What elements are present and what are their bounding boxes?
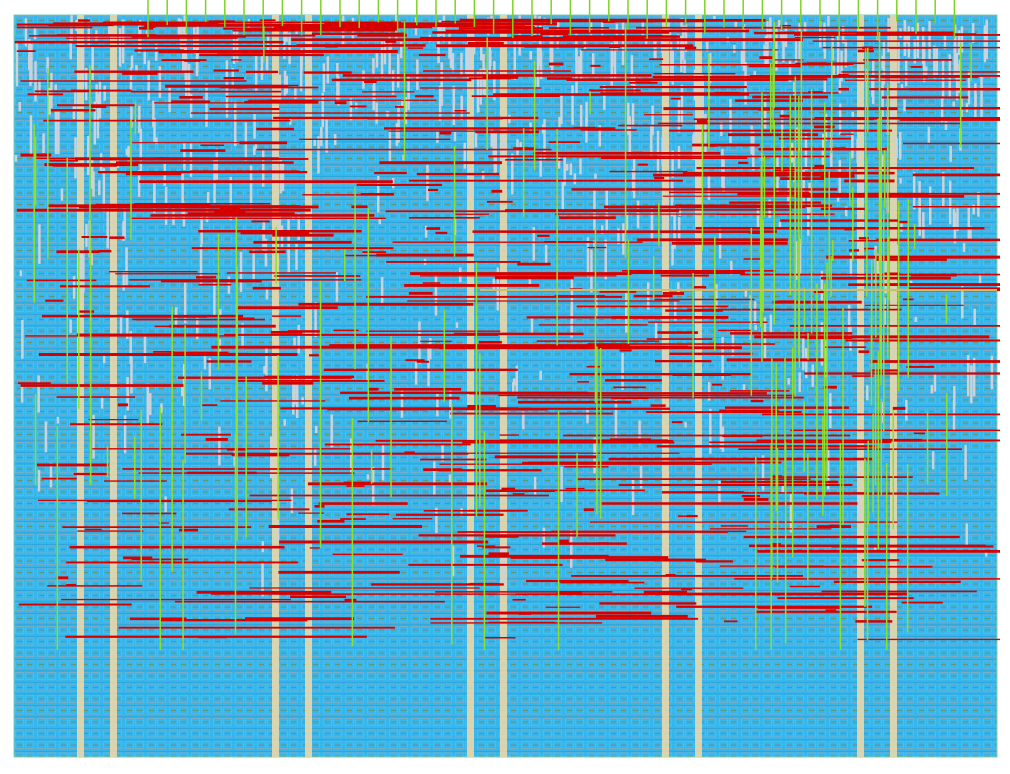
power-stripe [857, 15, 864, 757]
power-stripe [890, 15, 897, 757]
power-stripe [467, 15, 474, 757]
power-stripe [272, 15, 279, 757]
power-stripe [662, 15, 669, 757]
power-stripe [500, 15, 507, 757]
metal3-routes [33, 0, 997, 650]
power-stripe [695, 15, 702, 757]
power-stripe [305, 15, 312, 757]
